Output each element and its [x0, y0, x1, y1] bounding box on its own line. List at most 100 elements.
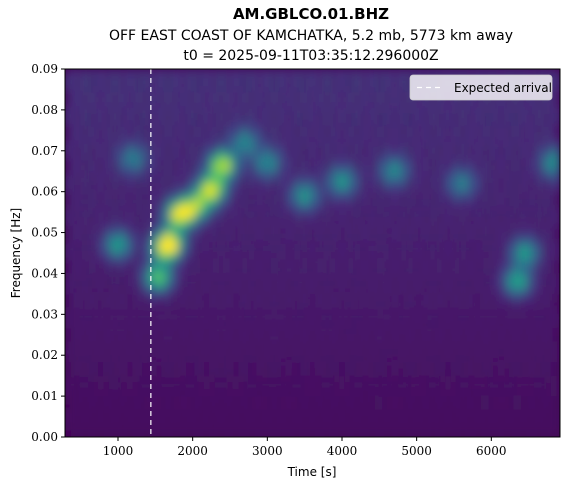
- heatmap-cell: [336, 416, 343, 424]
- heatmap-cell: [212, 355, 219, 363]
- heatmap-cell: [188, 123, 196, 131]
- heatmap-cell: [135, 212, 143, 220]
- heatmap-cell: [430, 402, 437, 411]
- heatmap-cell: [542, 416, 549, 424]
- heatmap-cell: [135, 280, 143, 288]
- heatmap-cell: [76, 212, 84, 220]
- heatmap-cell: [359, 389, 367, 397]
- heatmap-cell: [371, 109, 378, 118]
- heatmap-cell: [318, 293, 325, 302]
- heatmap-cell: [483, 382, 490, 390]
- heatmap-cell: [171, 348, 178, 356]
- heatmap-cell: [271, 157, 278, 165]
- heatmap-cell: [129, 75, 137, 84]
- heatmap-cell: [70, 280, 78, 288]
- heatmap-cell: [489, 130, 496, 138]
- heatmap-cell: [153, 198, 160, 206]
- heatmap-cell: [206, 266, 213, 275]
- heatmap-cell: [212, 218, 219, 227]
- heatmap-cell: [159, 287, 166, 295]
- heatmap-cell: [265, 334, 272, 343]
- heatmap-cell: [318, 287, 325, 295]
- heatmap-cell: [277, 109, 284, 118]
- heatmap-cell: [65, 368, 72, 377]
- heatmap-cell: [400, 355, 408, 363]
- heatmap-cell: [530, 375, 538, 384]
- heatmap-cell: [194, 416, 202, 424]
- heatmap-cell: [347, 96, 355, 104]
- heatmap-cell: [524, 341, 532, 349]
- heatmap-cell: [512, 205, 520, 213]
- heatmap-cell: [518, 184, 526, 193]
- heatmap-cell: [76, 266, 84, 275]
- heatmap-cell: [70, 239, 78, 247]
- heatmap-cell: [324, 307, 331, 315]
- heatmap-cell: [548, 273, 555, 281]
- heatmap-cell: [442, 382, 449, 390]
- heatmap-cell: [288, 171, 296, 179]
- heatmap-cell: [300, 375, 308, 384]
- heatmap-cell: [182, 75, 190, 84]
- heatmap-cell: [135, 69, 143, 77]
- heatmap-cell: [554, 300, 560, 309]
- heatmap-cell: [341, 75, 349, 84]
- heatmap-cell: [542, 123, 549, 131]
- heatmap-cell: [123, 164, 131, 172]
- heatmap-cell: [76, 327, 84, 336]
- heatmap-cell: [294, 75, 302, 84]
- heatmap-cell: [524, 178, 532, 186]
- heatmap-cell: [483, 348, 490, 356]
- heatmap-cell: [336, 327, 343, 336]
- heatmap-cell: [442, 143, 449, 152]
- heatmap-cell: [70, 409, 78, 418]
- heatmap-cell: [424, 137, 431, 145]
- heatmap-cell: [188, 69, 196, 77]
- heatmap-cell: [147, 287, 154, 295]
- heatmap-cell: [501, 266, 508, 275]
- heatmap-cell: [265, 341, 272, 349]
- heatmap-cell: [253, 157, 261, 165]
- heatmap-cell: [395, 171, 402, 179]
- heatmap-cell: [194, 409, 202, 418]
- heatmap-cell: [418, 246, 426, 254]
- heatmap-cell: [530, 218, 538, 227]
- heatmap-cell: [283, 75, 290, 84]
- heatmap-cell: [536, 130, 543, 138]
- heatmap-cell: [383, 287, 390, 295]
- heatmap-cell: [206, 103, 213, 111]
- heatmap-cell: [259, 375, 266, 384]
- heatmap-cell: [377, 307, 384, 315]
- heatmap-cell: [377, 205, 384, 213]
- heatmap-cell: [389, 191, 396, 200]
- heatmap-cell: [324, 273, 331, 281]
- heatmap-cell: [294, 253, 302, 261]
- heatmap-cell: [483, 69, 490, 77]
- heatmap-cell: [288, 198, 296, 206]
- heatmap-cell: [135, 259, 143, 268]
- heatmap-cell: [100, 293, 107, 302]
- heatmap-cell: [141, 321, 149, 329]
- heatmap-cell: [359, 430, 367, 437]
- heatmap-cell: [206, 402, 213, 411]
- heatmap-cell: [312, 409, 319, 418]
- heatmap-cell: [106, 198, 113, 206]
- heatmap-cell: [400, 232, 408, 240]
- heatmap-cell: [412, 293, 420, 302]
- heatmap-cell: [188, 191, 196, 200]
- heatmap-cell: [512, 259, 520, 268]
- heatmap-cell: [123, 239, 131, 247]
- heatmap-cell: [501, 116, 508, 125]
- heatmap-cell: [288, 178, 296, 186]
- heatmap-cell: [230, 123, 237, 131]
- heatmap-cell: [353, 225, 361, 234]
- heatmap-cell: [436, 368, 443, 377]
- heatmap-cell: [312, 150, 319, 159]
- heatmap-cell: [459, 382, 467, 390]
- heatmap-cell: [153, 293, 160, 302]
- heatmap-cell: [377, 82, 384, 91]
- heatmap-cell: [176, 130, 184, 138]
- heatmap-cell: [218, 82, 225, 91]
- heatmap-cell: [94, 96, 101, 104]
- heatmap-cell: [453, 307, 461, 315]
- heatmap-cell: [100, 389, 107, 397]
